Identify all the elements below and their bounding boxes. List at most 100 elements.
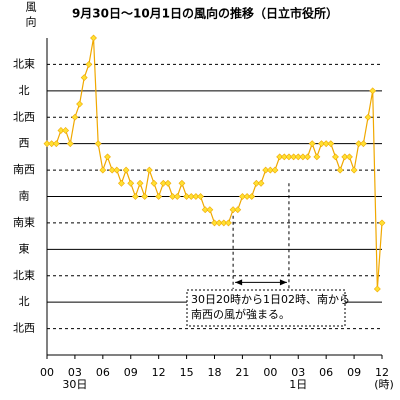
y-tick-label: 北 bbox=[19, 295, 30, 308]
marker bbox=[187, 193, 195, 200]
marker bbox=[225, 219, 232, 227]
marker bbox=[197, 193, 204, 200]
marker bbox=[108, 166, 116, 174]
x-tick-label: 12 bbox=[152, 366, 166, 379]
marker bbox=[276, 153, 284, 161]
marker bbox=[192, 193, 200, 200]
marker bbox=[346, 153, 353, 161]
x-tick-label: 06 bbox=[96, 366, 110, 379]
x-date-label: 30日 bbox=[62, 378, 87, 391]
marker bbox=[48, 140, 56, 148]
marker bbox=[104, 153, 111, 161]
y-tick-label: 北 bbox=[19, 84, 30, 97]
marker bbox=[280, 153, 288, 161]
y-axis-label: 風向 bbox=[24, 1, 37, 31]
marker bbox=[294, 153, 302, 161]
x-date-label: 1日 bbox=[289, 378, 307, 391]
marker bbox=[359, 140, 367, 148]
marker bbox=[113, 166, 121, 174]
marker bbox=[136, 179, 144, 187]
marker bbox=[173, 193, 181, 200]
marker bbox=[122, 166, 130, 174]
annotation: 30日20時から1日02時、南から bbox=[191, 293, 350, 306]
marker bbox=[159, 179, 167, 187]
marker bbox=[373, 285, 381, 293]
marker bbox=[318, 140, 325, 148]
marker bbox=[262, 166, 270, 174]
arrow-head bbox=[235, 279, 243, 286]
y-tick-label: 北東 bbox=[13, 57, 35, 70]
marker bbox=[257, 179, 265, 187]
marker bbox=[164, 179, 172, 187]
marker bbox=[206, 206, 214, 214]
chart-title: 9月30日～10月1日の風向の推移（日立市役所） bbox=[72, 6, 338, 21]
y-tick-label: 南西 bbox=[13, 163, 35, 176]
marker bbox=[43, 140, 51, 148]
marker bbox=[355, 140, 363, 148]
marker bbox=[183, 193, 191, 200]
x-tick-label: 15 bbox=[180, 366, 194, 379]
marker bbox=[90, 34, 97, 42]
marker bbox=[248, 193, 256, 200]
marker bbox=[62, 127, 70, 134]
marker bbox=[131, 193, 139, 200]
marker bbox=[66, 140, 74, 148]
marker bbox=[178, 179, 186, 187]
marker bbox=[378, 219, 386, 227]
marker bbox=[332, 153, 339, 161]
marker bbox=[71, 113, 79, 121]
marker bbox=[201, 206, 209, 214]
marker bbox=[220, 219, 228, 227]
marker bbox=[155, 193, 163, 200]
marker bbox=[308, 140, 316, 148]
marker bbox=[127, 179, 135, 187]
x-axis-label: (時) bbox=[374, 378, 394, 391]
x-tick-label: 03 bbox=[68, 366, 82, 379]
marker bbox=[169, 193, 177, 200]
series-line bbox=[47, 37, 383, 290]
x-tick-label: 00 bbox=[263, 366, 277, 379]
x-tick-label: 09 bbox=[347, 366, 361, 379]
marker bbox=[141, 193, 149, 200]
marker bbox=[313, 153, 321, 161]
x-tick-label: 03 bbox=[291, 366, 305, 379]
marker bbox=[290, 153, 298, 161]
marker bbox=[118, 179, 125, 187]
marker bbox=[150, 179, 158, 187]
marker bbox=[238, 193, 246, 200]
x-tick-label: 09 bbox=[124, 366, 138, 379]
arrow-head bbox=[279, 279, 287, 286]
marker bbox=[327, 140, 335, 148]
marker bbox=[215, 219, 223, 227]
marker bbox=[364, 113, 372, 121]
y-tick-label: 西 bbox=[19, 137, 30, 150]
y-tick-label: 北西 bbox=[13, 110, 35, 123]
x-tick-label: 06 bbox=[319, 366, 333, 379]
marker bbox=[94, 140, 102, 148]
marker bbox=[85, 60, 93, 68]
annotation-box bbox=[186, 289, 346, 327]
x-tick-label: 12 bbox=[375, 366, 389, 379]
marker bbox=[336, 166, 344, 174]
marker bbox=[76, 100, 83, 108]
marker bbox=[234, 206, 242, 214]
y-tick-label: 南 bbox=[19, 190, 30, 203]
y-tick-label: 東 bbox=[19, 242, 30, 255]
marker bbox=[322, 140, 330, 148]
marker bbox=[271, 166, 279, 174]
marker bbox=[369, 87, 377, 95]
marker bbox=[350, 166, 358, 174]
y-tick-label: 北西 bbox=[13, 322, 35, 335]
marker bbox=[285, 153, 293, 161]
marker bbox=[57, 127, 65, 134]
marker bbox=[266, 166, 274, 174]
marker bbox=[99, 166, 107, 174]
marker bbox=[211, 219, 218, 227]
marker bbox=[252, 179, 260, 187]
marker bbox=[52, 140, 60, 148]
y-tick-label: 南東 bbox=[13, 216, 35, 229]
marker bbox=[243, 193, 251, 200]
annotation: 南西の風が強まる。 bbox=[191, 307, 290, 321]
x-tick-label: 00 bbox=[40, 366, 54, 379]
